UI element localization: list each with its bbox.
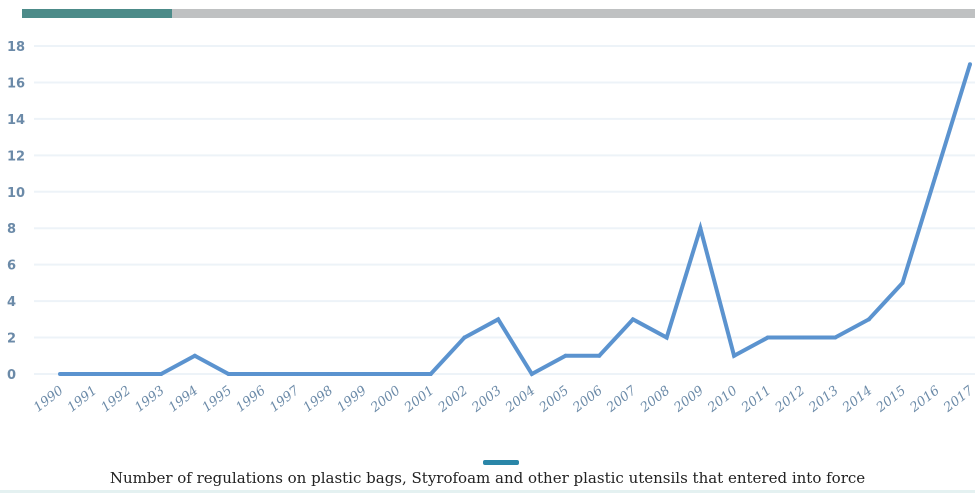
y-tick-label: 12 xyxy=(7,149,25,164)
data-point[interactable] xyxy=(192,353,197,358)
x-tick-label: 1995 xyxy=(200,383,235,415)
x-tick-label: 2011 xyxy=(738,383,774,416)
y-tick-label: 8 xyxy=(7,222,16,237)
data-point[interactable] xyxy=(226,372,231,376)
progress-bar-fill xyxy=(22,9,172,18)
y-tick-label: 0 xyxy=(7,368,16,383)
data-point[interactable] xyxy=(428,372,433,376)
data-point[interactable] xyxy=(125,372,130,376)
x-tick-label: 1993 xyxy=(132,383,167,415)
data-point[interactable] xyxy=(91,372,96,376)
y-tick-label: 14 xyxy=(7,113,25,128)
x-tick-label: 2017 xyxy=(940,383,975,416)
y-axis: 0 2 4 6 8 10 12 14 16 18 xyxy=(7,40,25,383)
y-tick-label: 2 xyxy=(7,332,16,347)
x-tick-label: 1991 xyxy=(65,383,100,415)
series-layer xyxy=(58,62,972,377)
y-tick-label: 6 xyxy=(7,259,16,274)
data-point[interactable] xyxy=(563,353,568,358)
x-tick-label: 2016 xyxy=(907,383,943,416)
data-point[interactable] xyxy=(159,372,164,376)
x-tick-label: 2010 xyxy=(704,383,740,416)
x-tick-label: 2015 xyxy=(873,383,909,416)
x-tick-label: 2000 xyxy=(367,383,403,416)
x-tick-label: 2012 xyxy=(772,383,808,416)
data-point[interactable] xyxy=(833,335,838,340)
legend-swatch xyxy=(483,460,519,465)
x-axis: 1990199119921993199419951996199719981999… xyxy=(31,383,975,416)
data-point[interactable] xyxy=(968,62,972,67)
progress-bar-track xyxy=(22,9,975,18)
x-tick-label: 2002 xyxy=(435,383,471,416)
x-tick-label: 2008 xyxy=(637,383,673,416)
x-tick-label: 2014 xyxy=(839,383,875,416)
y-tick-label: 16 xyxy=(7,76,25,91)
grid-lines xyxy=(34,45,975,375)
data-point[interactable] xyxy=(58,372,62,376)
x-tick-label: 1996 xyxy=(233,383,268,415)
y-tick-label: 18 xyxy=(7,40,25,55)
data-point[interactable] xyxy=(698,226,703,231)
series-line xyxy=(60,63,972,377)
x-tick-label: 2007 xyxy=(603,383,640,416)
x-tick-label: 1997 xyxy=(267,383,303,416)
y-tick-label: 10 xyxy=(7,186,25,201)
data-point[interactable] xyxy=(664,335,669,340)
data-point[interactable] xyxy=(597,353,602,358)
x-tick-label: 1990 xyxy=(31,383,66,415)
data-point[interactable] xyxy=(361,372,366,376)
x-tick-label: 2001 xyxy=(401,383,437,416)
x-tick-label: 2004 xyxy=(502,383,538,416)
data-point[interactable] xyxy=(293,372,298,376)
data-point[interactable] xyxy=(327,372,332,376)
x-tick-label: 1992 xyxy=(99,383,134,415)
data-point[interactable] xyxy=(799,335,804,340)
legend-label: Number of regulations on plastic bags, S… xyxy=(109,469,866,487)
x-tick-label: 1999 xyxy=(334,383,369,415)
data-point[interactable] xyxy=(765,335,770,340)
x-tick-label: 2013 xyxy=(806,383,842,416)
data-point[interactable] xyxy=(900,280,905,285)
y-tick-label: 4 xyxy=(7,295,16,310)
x-tick-label: 2009 xyxy=(671,383,707,416)
data-point[interactable] xyxy=(529,372,534,376)
data-point[interactable] xyxy=(934,171,939,176)
data-point[interactable] xyxy=(732,353,737,358)
data-point[interactable] xyxy=(260,372,265,376)
data-point[interactable] xyxy=(630,317,635,322)
x-tick-label: 2006 xyxy=(570,383,606,416)
line-chart: 0 2 4 6 8 10 12 14 16 18 199019911992199319941995… xyxy=(7,40,975,416)
data-point[interactable] xyxy=(496,317,501,322)
x-tick-label: 1998 xyxy=(301,383,336,415)
x-tick-label: 2003 xyxy=(469,383,505,416)
x-tick-label: 1994 xyxy=(166,383,201,415)
data-point[interactable] xyxy=(395,372,400,376)
data-point[interactable] xyxy=(462,335,467,340)
data-point[interactable] xyxy=(866,317,871,322)
bottom-divider xyxy=(0,490,975,493)
x-tick-label: 2005 xyxy=(536,383,572,416)
